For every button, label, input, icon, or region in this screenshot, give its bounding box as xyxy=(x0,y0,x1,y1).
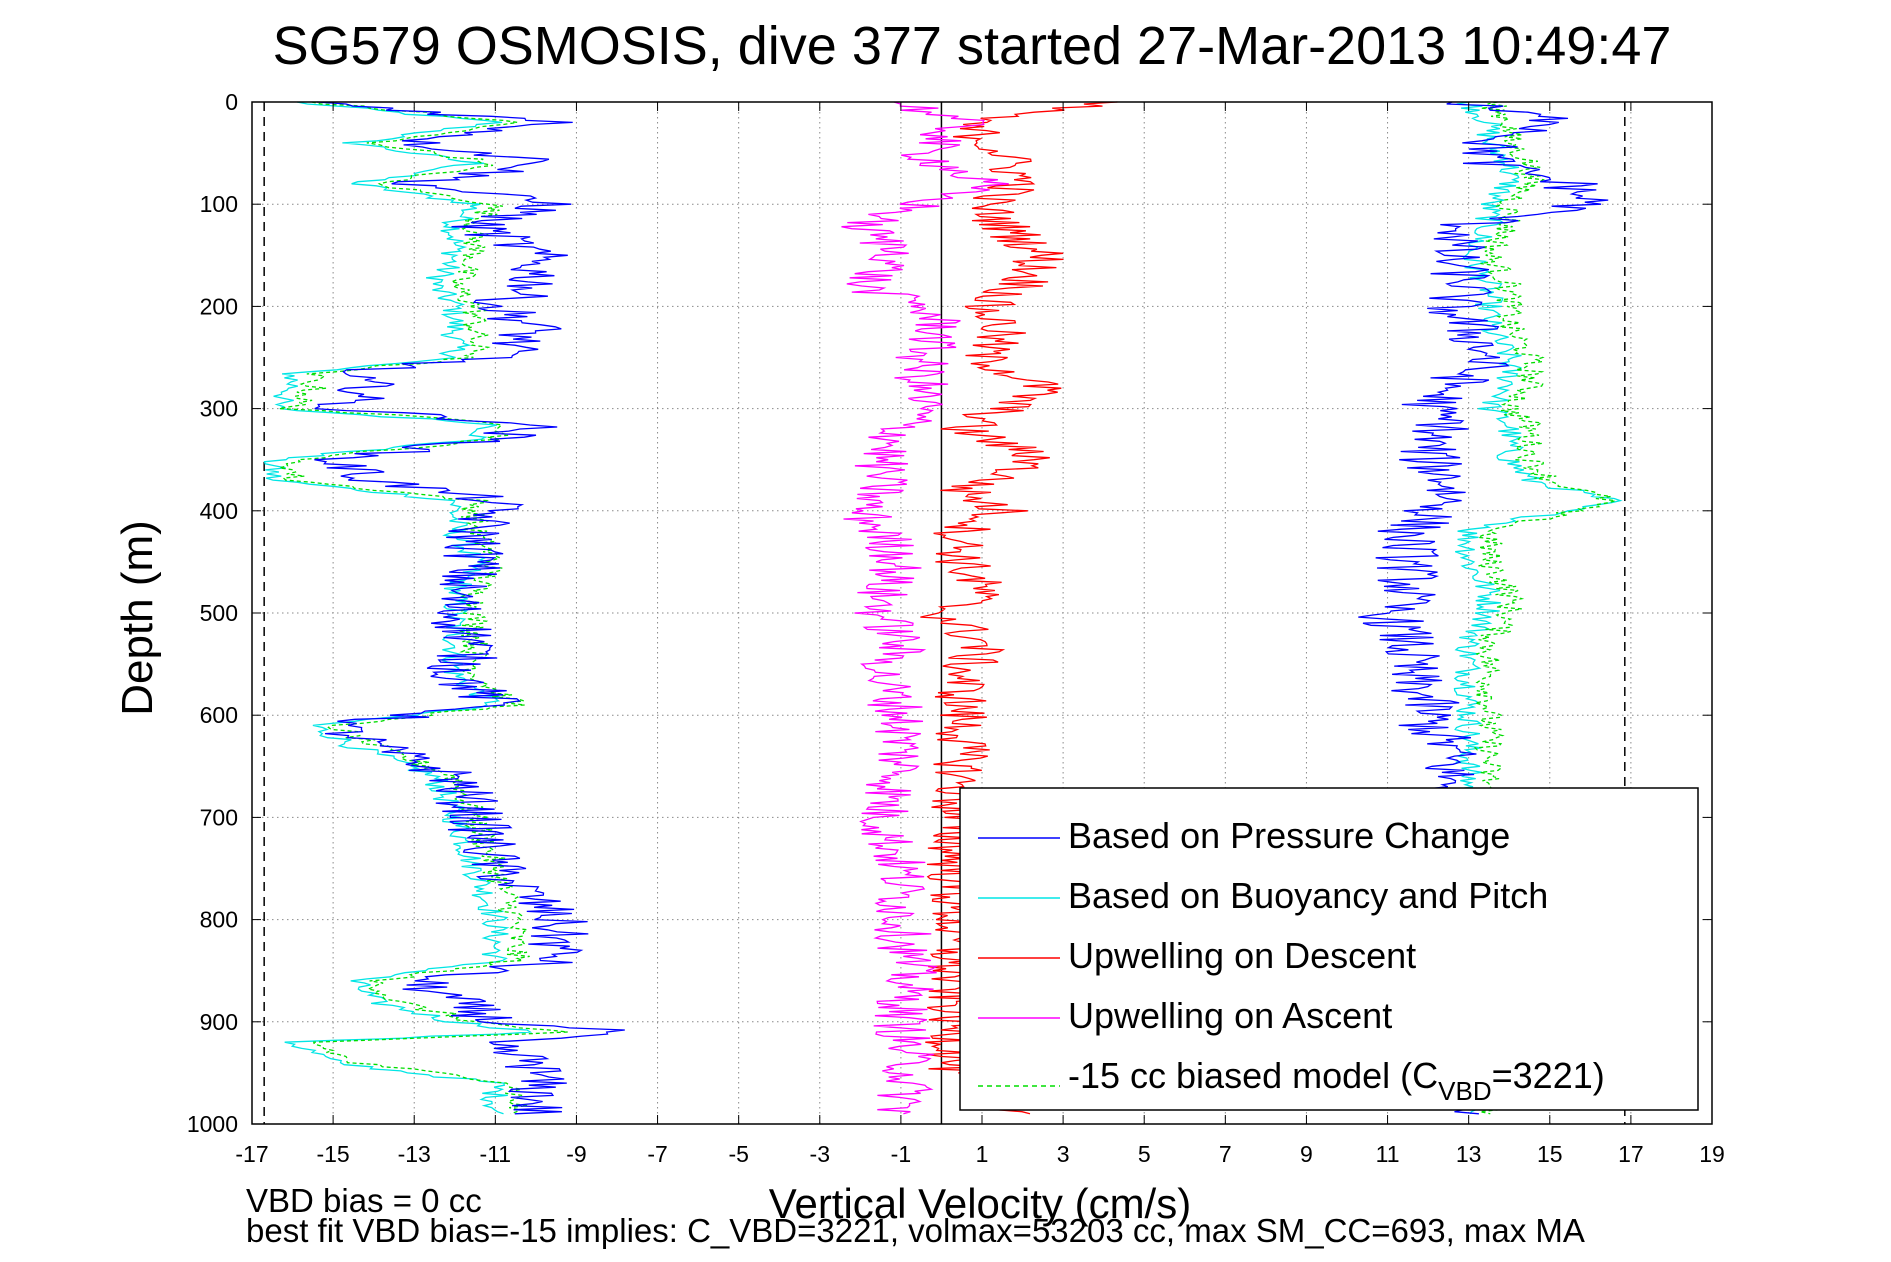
y-tick-label: 400 xyxy=(200,498,238,524)
x-tick-label: -3 xyxy=(810,1141,830,1167)
y-tick-label: 900 xyxy=(200,1009,238,1035)
legend-label: Upwelling on Descent xyxy=(1068,935,1416,976)
x-tick-label: -13 xyxy=(398,1141,431,1167)
series-upwelling-on-ascent xyxy=(841,101,1009,1115)
y-tick-label: 500 xyxy=(200,600,238,626)
vbd-bias-note: VBD bias = 0 cc xyxy=(246,1182,482,1219)
legend-label: Based on Pressure Change xyxy=(1068,815,1510,856)
y-tick-label: 800 xyxy=(200,907,238,933)
y-tick-label: 200 xyxy=(200,293,238,319)
y-tick-label: 600 xyxy=(200,702,238,728)
y-tick-label: 100 xyxy=(200,191,238,217)
axes: -17 -15 -13 -11 -9 -7 -5 -3 -1 1 3 5 7 9 11 13 15 17 19010… xyxy=(187,89,1725,1167)
x-tick-label: -11 xyxy=(480,1141,512,1167)
y-tick-label: 0 xyxy=(225,89,238,115)
x-tick-label: 5 xyxy=(1138,1141,1151,1167)
x-tick-label: 19 xyxy=(1699,1141,1725,1167)
x-tick-label: 9 xyxy=(1300,1141,1313,1167)
legend-label: Upwelling on Ascent xyxy=(1068,995,1392,1036)
x-tick-label: 15 xyxy=(1537,1141,1563,1167)
x-tick-label: -7 xyxy=(647,1141,667,1167)
legend-box xyxy=(959,787,1699,1111)
chart-title: SG579 OSMOSIS, dive 377 started 27-Mar-2… xyxy=(273,16,1672,76)
x-tick-label: 7 xyxy=(1219,1141,1232,1167)
x-tick-label: -9 xyxy=(566,1141,586,1167)
x-tick-label: -1 xyxy=(891,1141,911,1167)
best-fit-note: best fit VBD bias=-15 implies: C_VBD=322… xyxy=(246,1212,1585,1249)
x-tick-label: 3 xyxy=(1057,1141,1070,1167)
x-tick-label: -5 xyxy=(728,1141,748,1167)
series-based-on-pressure-change-descent xyxy=(314,101,625,1115)
y-axis-label: Depth (m) xyxy=(113,520,162,716)
x-tick-label: 17 xyxy=(1618,1141,1644,1167)
x-axis-label: Vertical Velocity (cm/s) xyxy=(769,1180,1191,1227)
y-tick-label: 700 xyxy=(200,804,238,830)
x-tick-label: -15 xyxy=(316,1141,349,1167)
y-tick-label: 1000 xyxy=(187,1111,238,1137)
x-tick-label: 13 xyxy=(1456,1141,1482,1167)
x-tick-label: -17 xyxy=(235,1141,268,1167)
legend: Based on Pressure Change Based on Buoyanc… xyxy=(959,787,1699,1111)
series-based-on-buoyancy-and-pitch-descent xyxy=(263,101,533,1115)
legend-label: Based on Buoyancy and Pitch xyxy=(1068,875,1548,916)
x-tick-label: 11 xyxy=(1376,1141,1400,1167)
y-tick-label: 300 xyxy=(200,396,238,422)
x-tick-label: 1 xyxy=(976,1141,989,1167)
